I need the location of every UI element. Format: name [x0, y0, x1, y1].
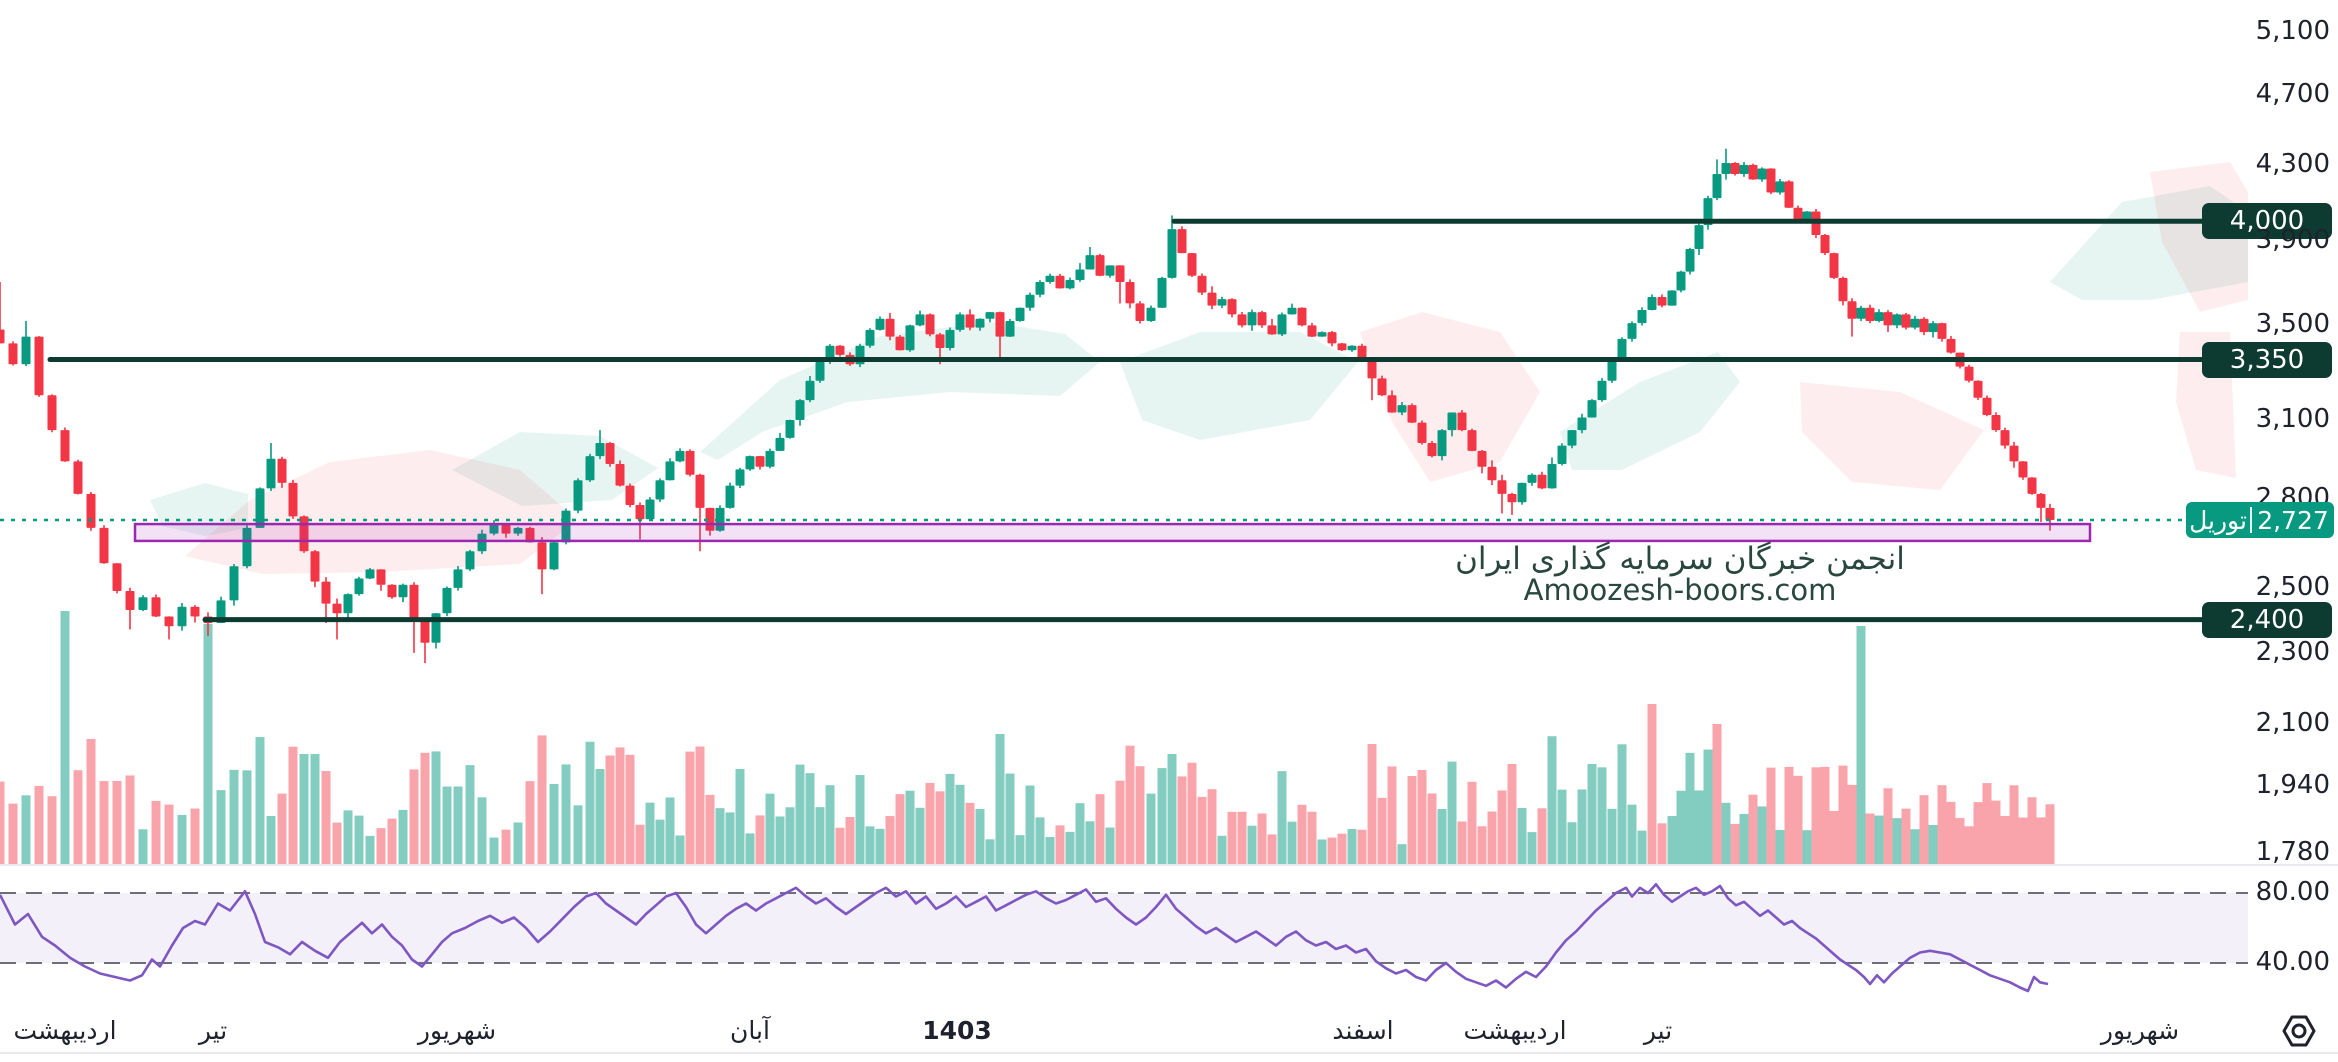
ichimoku-cloud-bearish — [1800, 382, 1984, 490]
level-price-label[interactable]: 3,350 — [2202, 341, 2332, 378]
price-tick: 5,100 — [2255, 15, 2330, 46]
time-tick: شهریور — [2100, 1016, 2180, 1045]
time-tick: 1403 — [922, 1016, 992, 1045]
current-price-label: توریل 2,727 — [2186, 502, 2334, 539]
supply-zone-box[interactable] — [133, 522, 2092, 543]
price-tick: 1,780 — [2255, 836, 2330, 867]
time-tick: شهریور — [417, 1016, 497, 1045]
current-price-value: 2,727 — [2257, 505, 2329, 535]
hexagon-logo-icon[interactable] — [2278, 1010, 2320, 1052]
price-label-divider — [2250, 507, 2252, 534]
volume-series — [0, 611, 2055, 864]
rsi-tick: 40.00 — [2255, 947, 2330, 977]
ichimoku-cloud-bearish — [2150, 162, 2248, 312]
ichimoku-cloud-bullish — [150, 483, 248, 536]
price-tick: 2,300 — [2255, 636, 2330, 667]
rsi-line — [0, 882, 2049, 993]
watermark-line-2: Amoozesh-boors.com — [1523, 573, 1837, 607]
time-tick: آبان — [730, 1016, 770, 1045]
time-tick: اردیبهشت — [1463, 1016, 1567, 1045]
price-tick: 4,700 — [2255, 79, 2330, 110]
rsi-tick: 80.00 — [2255, 877, 2330, 907]
price-tick: 3,500 — [2255, 309, 2330, 340]
price-tick: 4,300 — [2255, 148, 2330, 179]
time-tick: اسفند — [1332, 1016, 1394, 1045]
time-tick: اردیبهشت — [13, 1016, 117, 1045]
ichimoku-cloud-bullish — [2050, 186, 2248, 300]
symbol-name-label: توریل — [2189, 505, 2247, 535]
price-tick: 3,100 — [2255, 404, 2330, 435]
rsi-band — [0, 893, 2248, 963]
ichimoku-cloud-bullish — [1560, 352, 1740, 470]
time-tick: تیر — [198, 1016, 228, 1045]
price-tick: 3,900 — [2255, 224, 2330, 255]
price-tick: 2,100 — [2255, 707, 2330, 738]
ichimoku-cloud-bullish — [1120, 332, 1358, 440]
watermark-line-1: انجمن خبرگان سرمایه گذاری ایران — [1455, 541, 1905, 577]
level-price-label[interactable]: 4,000 — [2202, 203, 2332, 240]
ichimoku-cloud-bearish — [1360, 312, 1540, 482]
time-tick: تیر — [1643, 1016, 1673, 1045]
watermark: انجمن خبرگان سرمایه گذاری ایران Amoozesh… — [1455, 544, 1905, 606]
price-tick: 1,940 — [2255, 769, 2330, 800]
price-tick: 2,500 — [2255, 571, 2330, 602]
level-price-label[interactable]: 2,400 — [2202, 601, 2332, 638]
